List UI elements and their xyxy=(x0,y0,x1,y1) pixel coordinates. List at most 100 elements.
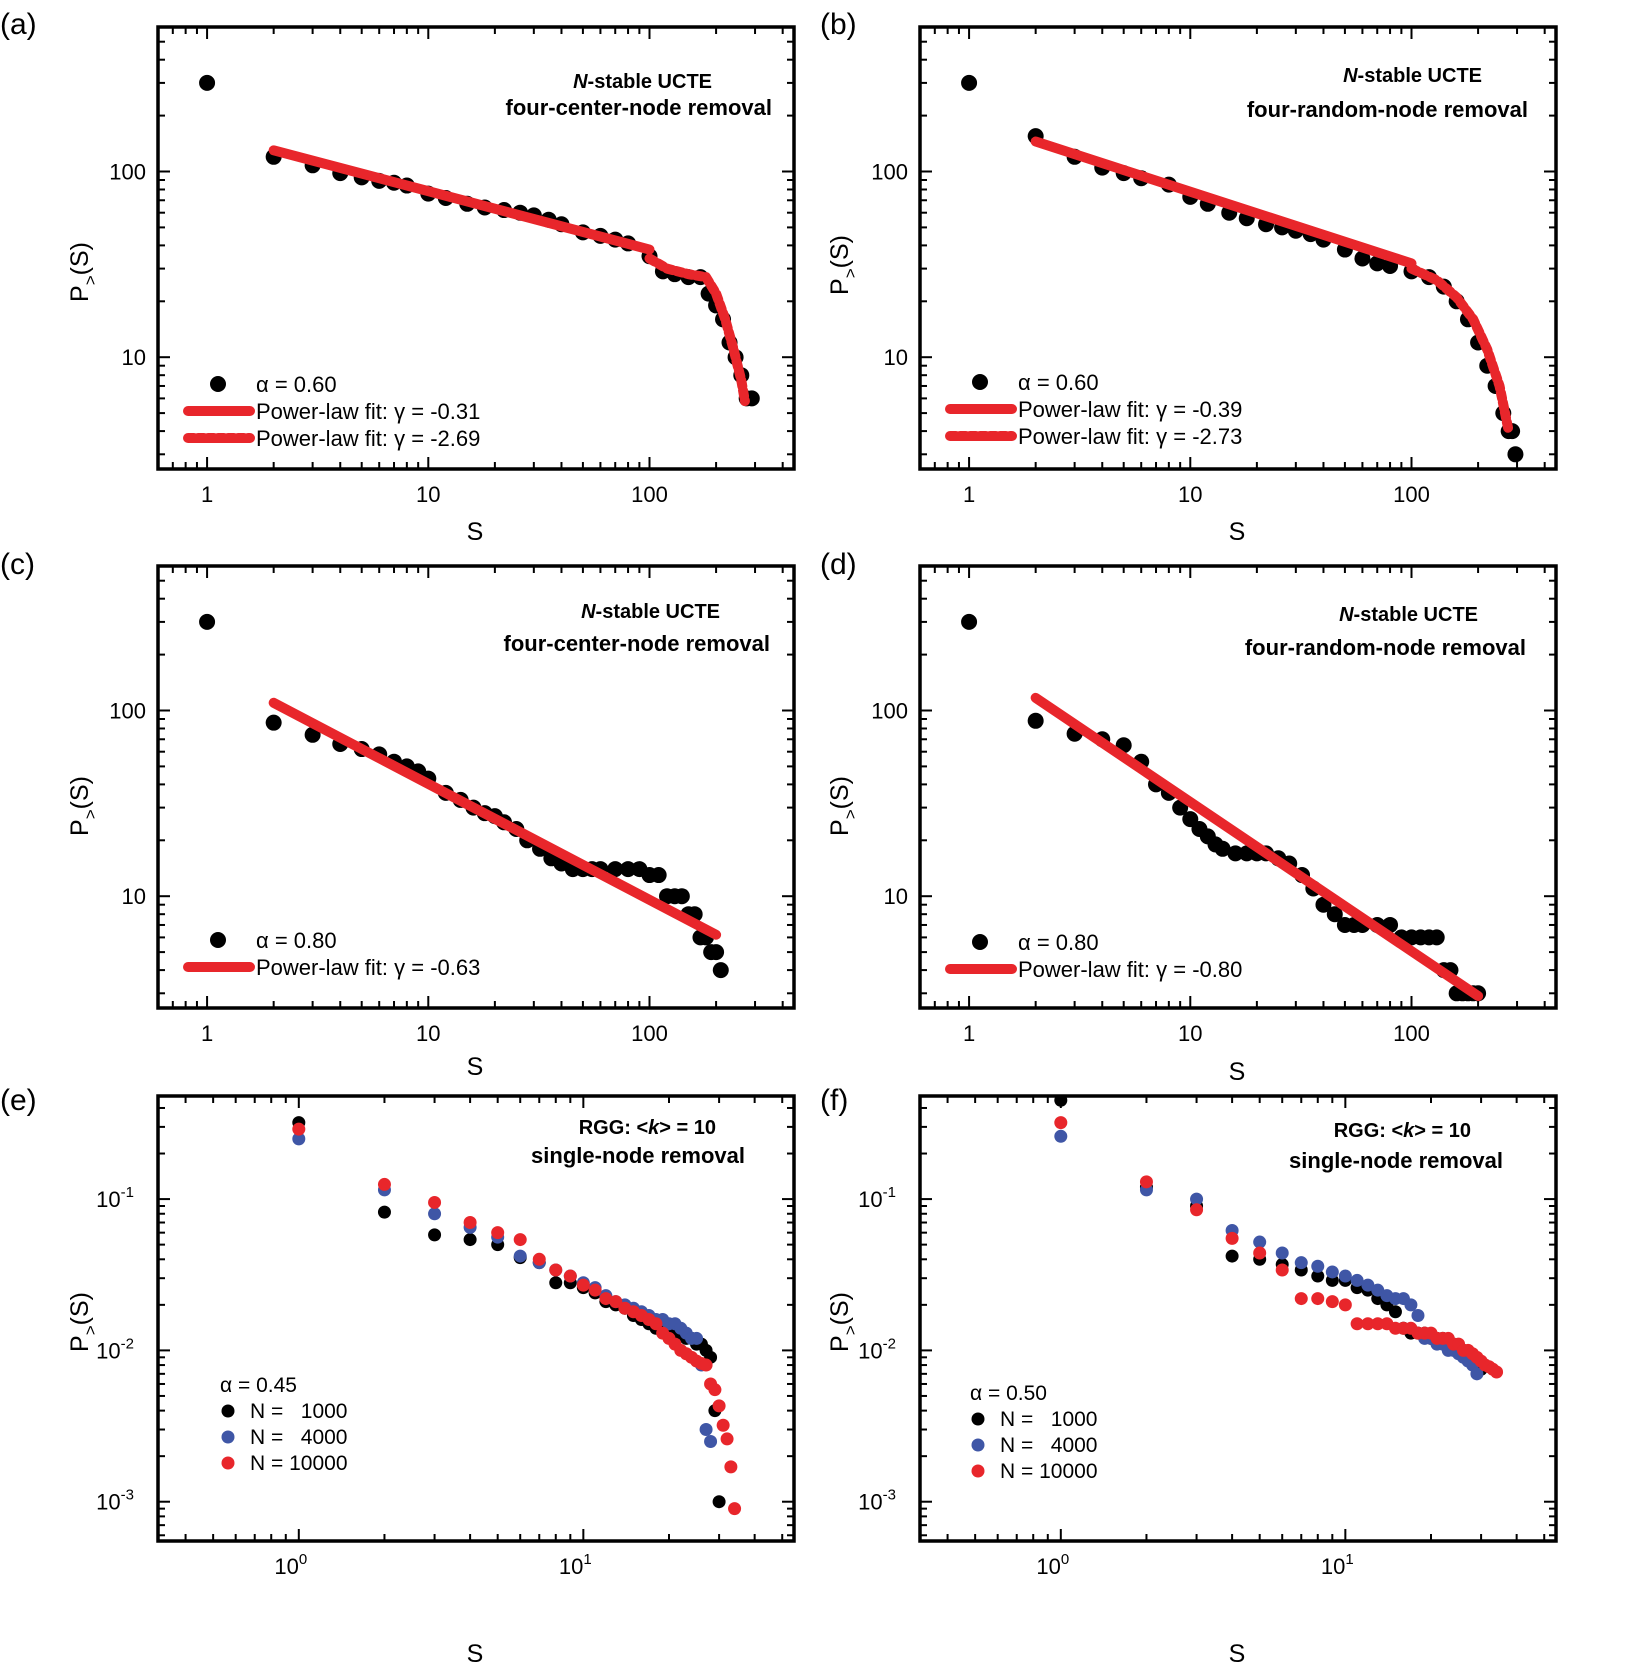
data-point xyxy=(549,1263,563,1277)
y-tick-label: 100 xyxy=(109,160,146,185)
panel-subtitle: four-center-node removal xyxy=(504,631,771,656)
series-n-4000 xyxy=(292,1132,718,1448)
data-point xyxy=(649,1317,663,1331)
data-point xyxy=(599,1292,613,1306)
panel-title: RGG: <k> = 10 xyxy=(579,1117,716,1139)
legend: α = 0.50 N = 1000 N = 4000 N = 10000 xyxy=(970,1382,1098,1483)
legend-fit-solid: Power-law fit: γ = -0.63 xyxy=(256,955,480,980)
data-point xyxy=(712,962,729,979)
y-tick-label: 10-2 xyxy=(96,1335,134,1363)
legend-fit-solid: Power-law fit: γ = -0.31 xyxy=(256,399,480,424)
data-point xyxy=(292,1132,306,1146)
data-point xyxy=(961,613,978,630)
legend-entry: N = 1000 xyxy=(250,1400,347,1423)
plot-frame xyxy=(156,25,796,471)
x-axis-label: S xyxy=(1229,518,1246,546)
data-point xyxy=(690,1331,704,1345)
data-point xyxy=(1190,1203,1204,1217)
data-point xyxy=(1350,1273,1364,1287)
x-tick-label: 10 xyxy=(1178,482,1202,507)
data-point xyxy=(463,1233,477,1247)
data-point xyxy=(1354,250,1371,267)
series-n-1000 xyxy=(292,1116,726,1509)
legend-marker xyxy=(210,376,226,392)
legend-marker xyxy=(971,1438,985,1452)
x-tick-label: 100 xyxy=(631,1021,668,1046)
legend: α = 0.45 N = 1000 N = 4000 N = 10000 xyxy=(220,1374,348,1475)
data-point xyxy=(491,1226,505,1240)
legend-marker xyxy=(221,1456,235,1470)
data-point xyxy=(1490,1365,1504,1379)
panel-e: 100 101 10-1 10-2 10-3 S P>(S) (e) RGG: <k> = 10… xyxy=(0,1084,796,1662)
plot-frame xyxy=(918,564,1558,1010)
y-tick-label: 10 xyxy=(122,345,146,370)
x-tick-label: 1 xyxy=(963,1021,975,1046)
legend-alpha: α = 0.60 xyxy=(256,372,337,397)
plot-area xyxy=(1054,1096,1504,1381)
data-point xyxy=(1294,1256,1308,1270)
data-point xyxy=(1361,1278,1375,1292)
x-axis-label: S xyxy=(1229,1058,1246,1086)
panel-title: RGG: <k> = 10 xyxy=(1334,1120,1471,1142)
data-point xyxy=(620,861,637,878)
data-point xyxy=(1225,1231,1239,1245)
panel-a: 1 10 100 10 100 S P>(S) (a) N-stable UCTEfour-ce… xyxy=(0,8,796,546)
panel-label: (c) xyxy=(0,548,35,581)
legend-marker xyxy=(221,1404,235,1418)
y-tick-label: 100 xyxy=(871,699,908,724)
panel-c: 1 10 100 10 100 S P>(S) (c) N-stable UCTE four-ce… xyxy=(0,548,796,1081)
data-point xyxy=(199,613,216,630)
y-axis-label: P>(S) xyxy=(826,776,860,836)
legend-marker xyxy=(971,1464,985,1478)
x-tick-label: 100 xyxy=(1393,482,1430,507)
data-point xyxy=(265,714,282,731)
data-point xyxy=(724,1460,738,1474)
data-point xyxy=(708,944,725,961)
y-axis-label: P>(S) xyxy=(826,1292,860,1352)
plot-frame xyxy=(918,25,1558,471)
data-point xyxy=(1027,712,1044,729)
legend-entry: N = 4000 xyxy=(250,1426,347,1449)
y-tick-label: 10-3 xyxy=(96,1487,134,1515)
legend-entry: N = 4000 xyxy=(1000,1434,1097,1457)
y-tick-label: 10-1 xyxy=(96,1184,134,1212)
y-axis-label: P>(S) xyxy=(66,1292,100,1352)
plot-area xyxy=(199,74,760,407)
y-tick-label: 10-3 xyxy=(858,1487,896,1515)
data-point xyxy=(609,1295,623,1309)
data-point xyxy=(1227,845,1244,862)
x-tick-label: 100 xyxy=(274,1551,307,1579)
data-point xyxy=(513,1249,527,1263)
data-point xyxy=(588,1283,602,1297)
data-point xyxy=(1311,1269,1325,1283)
panel-subtitle: four-random-node removal xyxy=(1247,97,1528,122)
panel-label: (f) xyxy=(820,1084,848,1117)
data-point xyxy=(1507,446,1524,463)
data-point xyxy=(1311,1292,1325,1306)
x-tick-label: 100 xyxy=(1393,1021,1430,1046)
x-tick-label: 1 xyxy=(201,1021,213,1046)
data-point xyxy=(199,74,216,91)
data-point xyxy=(1225,1249,1239,1263)
data-point xyxy=(650,867,667,884)
legend-fit-solid: Power-law fit: γ = -0.80 xyxy=(1018,957,1242,982)
data-point xyxy=(1470,1367,1484,1381)
x-tick-label: 10 xyxy=(416,482,440,507)
fit-line-dotted xyxy=(1406,263,1514,437)
y-axis-label: P>(S) xyxy=(826,235,860,295)
panel-title: N-stable UCTE xyxy=(573,71,712,93)
data-point xyxy=(728,1502,742,1516)
legend-alpha: α = 0.50 xyxy=(970,1382,1047,1405)
fit-line-solid xyxy=(268,697,722,940)
panel-f: 100 101 10-1 10-2 10-3 S P>(S) (f) RGG: <k> = 10… xyxy=(820,1084,1558,1662)
plot-frame xyxy=(918,1094,1558,1543)
plot-frame xyxy=(156,1094,796,1543)
x-axis-label: S xyxy=(467,1053,484,1081)
x-tick-label: 100 xyxy=(1036,1551,1069,1579)
data-point xyxy=(513,1233,527,1247)
